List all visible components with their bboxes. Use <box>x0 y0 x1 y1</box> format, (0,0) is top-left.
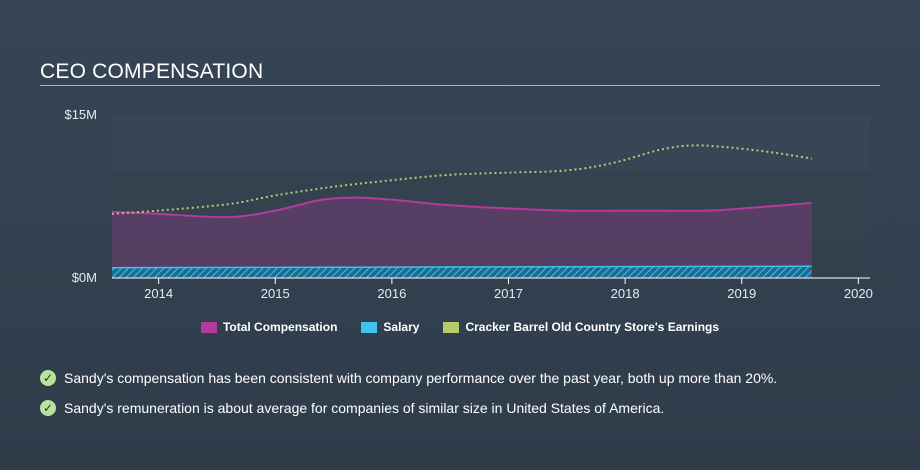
x-tick-label: 2018 <box>611 286 640 300</box>
total-compensation-line <box>111 196 812 219</box>
note-item: ✓ Sandy's compensation has been consiste… <box>40 368 777 388</box>
x-tick-label: 2016 <box>377 286 406 300</box>
x-tick-label: 2017 <box>494 286 523 300</box>
chart-legend: Total Compensation Salary Cracker Barrel O… <box>0 320 920 334</box>
salary-line <box>111 265 812 269</box>
salary-area <box>112 266 812 278</box>
x-tick-label: 2014 <box>144 286 173 300</box>
note-item: ✓ Sandy's remuneration is about average … <box>40 398 777 418</box>
legend-label: Cracker Barrel Old Country Store's Earni… <box>465 320 720 334</box>
plot-band-bottom <box>112 170 870 278</box>
legend-swatch <box>200 321 217 333</box>
legend-label: Total Compensation <box>222 320 338 334</box>
legend-swatch <box>361 321 378 333</box>
total-compensation-area <box>112 197 812 278</box>
check-icon: ✓ <box>40 400 56 416</box>
earnings-line <box>111 144 812 215</box>
title-divider <box>40 85 880 86</box>
y-axis: $0M $15M <box>64 107 97 285</box>
x-tick-label: 2015 <box>261 286 290 300</box>
section-title: CEO COMPENSATION <box>40 60 264 83</box>
y-tick-label: $0M <box>72 270 97 285</box>
note-text: Sandy's remuneration is about average fo… <box>64 400 665 416</box>
ceo-compensation-chart: 2014 2015 2016 2017 2018 2019 2020 $0M $15M <box>64 107 873 300</box>
x-tick-label: 2019 <box>727 286 756 300</box>
x-tick-label: 2020 <box>844 286 873 300</box>
note-text: Sandy's compensation has been consistent… <box>64 370 778 386</box>
plot-band-top <box>112 115 870 170</box>
legend-item: Total Compensation <box>200 320 338 334</box>
series-layer <box>111 144 812 278</box>
check-icon: ✓ <box>40 370 56 386</box>
legend-item: Cracker Barrel Old Country Store's Earni… <box>443 320 719 334</box>
y-tick-label: $15M <box>64 107 97 122</box>
legend-label: Salary <box>383 320 420 334</box>
x-axis: 2014 2015 2016 2017 2018 2019 2020 <box>144 278 873 300</box>
legend-swatch <box>443 321 460 333</box>
notes-list: ✓ Sandy's compensation has been consiste… <box>40 368 777 428</box>
legend-item: Salary <box>361 320 419 334</box>
